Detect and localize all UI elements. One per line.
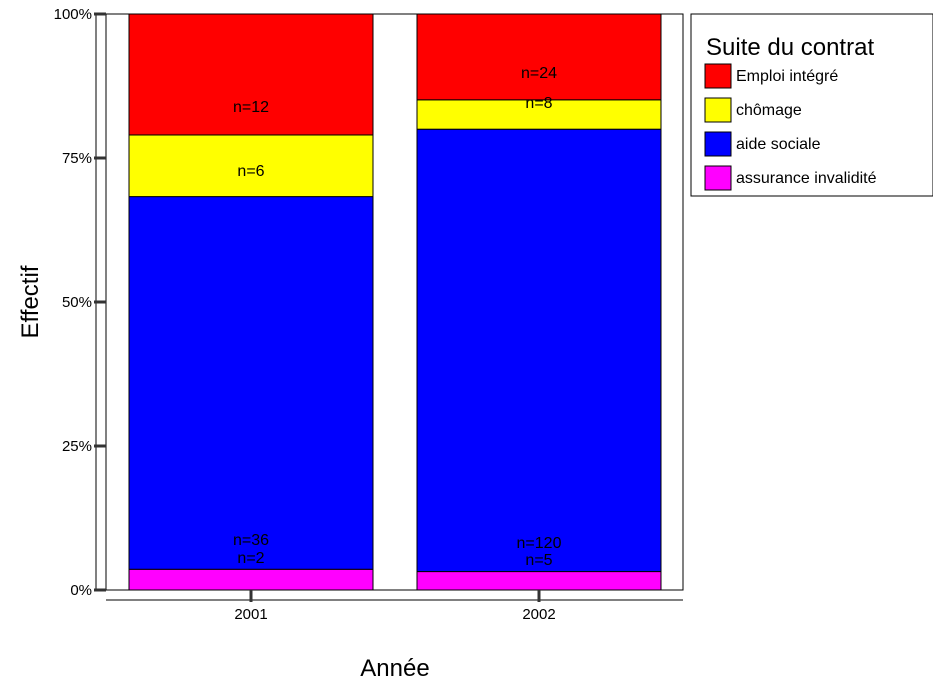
x-axis: 2001 2002 — [106, 590, 683, 623]
legend-title: Suite du contrat — [706, 34, 874, 61]
legend-label-emploi-integre: Emploi intégré — [736, 68, 838, 85]
data-label-2002-emploi-integre: n=24 — [521, 65, 557, 82]
legend-label-chomage: chômage — [736, 102, 802, 119]
bar-2002-aide-sociale — [416, 128, 662, 573]
data-label-2001-assurance-invalidite: n=2 — [237, 550, 264, 567]
bar-2002-assurance-invalidite — [416, 571, 662, 591]
bar-2001-assurance-invalidite — [128, 568, 374, 591]
y-tick-label-1: 25% — [62, 438, 92, 455]
x-tick-label-2002: 2002 — [522, 606, 555, 623]
y-tick-label-0: 0% — [70, 582, 92, 599]
data-label-2001-aide-sociale: n=36 — [233, 532, 269, 549]
bar-2001-chomage — [128, 134, 374, 198]
data-label-2001-chomage: n=6 — [237, 163, 264, 180]
legend-label-assurance-invalidite: assurance invalidité — [736, 170, 877, 187]
y-tick-label-2: 50% — [62, 294, 92, 311]
legend-swatch-assurance-invalidite — [704, 165, 732, 191]
legend: Suite du contrat Emploi intégré chômage ai… — [690, 13, 933, 197]
bar-2002-emploi-integre — [416, 13, 662, 101]
bar-2001-emploi-integre — [128, 13, 374, 136]
y-axis: 0% 25% 50% 75% 100% — [54, 6, 106, 599]
y-tick-label-3: 75% — [62, 150, 92, 167]
legend-swatch-aide-sociale — [704, 131, 732, 157]
legend-swatch-emploi-integre — [704, 63, 732, 89]
data-label-2002-aide-sociale: n=120 — [517, 535, 562, 552]
bar-2001-aide-sociale — [128, 196, 374, 570]
legend-label-aide-sociale: aide sociale — [736, 136, 821, 153]
bars-layer — [128, 13, 662, 591]
y-axis-title: Effectif — [17, 265, 44, 338]
bar-2002-chomage — [416, 99, 662, 130]
x-axis-title: Année — [360, 655, 429, 682]
x-tick-label-2001: 2001 — [234, 606, 267, 623]
data-label-2001-emploi-integre: n=12 — [233, 99, 269, 116]
data-label-2002-chomage: n=8 — [525, 95, 552, 112]
data-labels-layer: n=2n=36 n=6 n=12 n=5n=120 n=8 n=24 — [233, 65, 562, 569]
legend-swatch-chomage — [704, 97, 732, 123]
y-tick-label-4: 100% — [54, 6, 92, 23]
data-label-2002-assurance-invalidite: n=5 — [525, 552, 552, 569]
